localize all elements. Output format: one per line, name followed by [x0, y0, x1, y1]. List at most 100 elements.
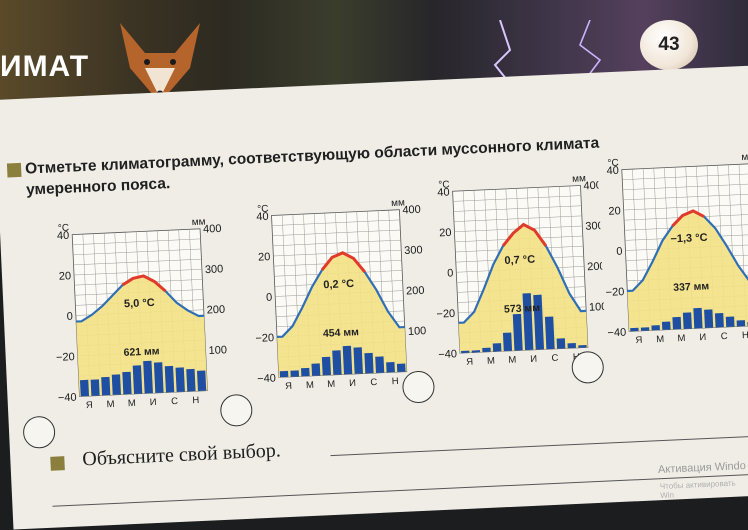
temperature-area [277, 252, 407, 378]
precip-bar [90, 379, 100, 396]
precip-bar [290, 370, 300, 377]
grid-line-h [73, 258, 202, 266]
grid-line-h [74, 268, 202, 276]
precip-tick-label: 200 [406, 285, 425, 298]
precip-tick-label: 100 [208, 344, 227, 357]
explain-bullet [50, 456, 65, 471]
temp-unit-label: °C [257, 204, 269, 215]
precip-bar [682, 312, 692, 329]
answer-radio-2[interactable] [219, 393, 254, 428]
precip-bar [132, 365, 143, 394]
answer-line-1[interactable] [330, 435, 748, 457]
temperature-area [76, 275, 208, 397]
precip-bar [300, 367, 310, 377]
temperature-area [458, 224, 588, 354]
month-label: С [171, 396, 178, 407]
precip-tick-label: 100 [589, 301, 607, 314]
precip-bar [279, 370, 289, 378]
precip-bar [79, 379, 90, 397]
precip-bar [111, 374, 121, 395]
temp-tick-label: −40 [257, 373, 276, 386]
temp-unit-label: °C [607, 158, 619, 169]
month-label: М [677, 333, 685, 344]
precip-bar [396, 363, 406, 372]
climatogram-3: 40 20 0 −20 −40 400 300 200 100 °C мм 0,7 °C 573 мм Я… [428, 165, 607, 378]
temp-tick-label: 0 [616, 246, 623, 258]
month-label: С [720, 331, 727, 342]
answer-line-2[interactable] [52, 473, 748, 507]
precip-bar [311, 363, 321, 376]
precip-bar [332, 350, 342, 375]
month-label: С [551, 353, 558, 364]
precip-bar [153, 362, 164, 393]
precip-bar [461, 350, 470, 354]
month-label: М [508, 355, 516, 366]
month-label: Я [285, 381, 292, 392]
climatogram-1: 40 20 0 −20 −40 400 300 200 100 °C мм 5,0 °C 621 мм Я… [47, 208, 237, 431]
precip-tick-label: 200 [206, 304, 225, 317]
mean-temperature-label: −1,3 °C [670, 232, 708, 246]
precip-bar [122, 371, 132, 395]
section-title: ИМАТ [0, 50, 90, 83]
grid-line-h [453, 215, 582, 222]
grid-line-h [73, 248, 201, 256]
workbook-page: Отметьте климатограмму, соответствующую … [0, 64, 748, 530]
temp-tick-label: 0 [447, 267, 454, 279]
precip-bar [714, 312, 724, 328]
temp-tick-label: 40 [437, 186, 450, 199]
precip-bar [482, 347, 491, 353]
temp-tick-label: 0 [67, 311, 74, 323]
temp-tick-label: 20 [258, 251, 271, 264]
grid-line-h [453, 205, 582, 212]
annual-precip-label: 454 мм [323, 326, 360, 340]
temperature-curve-warm [671, 209, 705, 228]
grid-line-h [623, 203, 748, 211]
temp-tick-label: 40 [57, 230, 70, 243]
month-label: М [128, 398, 136, 409]
temp-tick-label: 40 [606, 165, 619, 178]
precip-bar [471, 350, 481, 353]
temp-tick-label: −20 [56, 351, 75, 364]
temperature-curve-warm [121, 274, 167, 293]
month-label: С [370, 377, 377, 388]
month-label: Н [742, 330, 748, 341]
temp-tick-label: −40 [438, 348, 457, 361]
precip-bar [353, 347, 363, 374]
grid-line-h [271, 219, 400, 226]
precip-bar [375, 356, 385, 373]
page-number-badge: 43 [640, 20, 698, 70]
precip-tick-label: 300 [585, 220, 604, 233]
temp-tick-label: −20 [436, 308, 455, 321]
precip-tick-label: 400 [402, 204, 421, 217]
precip-bar [630, 327, 639, 332]
answer-radio-1[interactable] [22, 415, 56, 450]
precip-bar [693, 307, 703, 329]
answer-radio-4[interactable] [571, 350, 605, 385]
temp-unit-label: °C [58, 223, 70, 234]
month-label: Н [392, 376, 399, 387]
grid-line-h [623, 193, 748, 201]
precip-bar [186, 368, 196, 392]
month-label: Я [635, 335, 642, 346]
precip-bar [556, 338, 566, 349]
precip-bar [492, 343, 502, 352]
month-label: М [487, 356, 495, 367]
grid-line-h [273, 249, 402, 257]
precip-bar [522, 293, 534, 351]
annual-precip-label: 621 мм [123, 345, 160, 359]
precip-bar [661, 321, 671, 330]
month-label: М [106, 399, 114, 410]
grid-line-h [272, 229, 401, 237]
temperature-curve-warm [320, 251, 367, 274]
grid-line-h [453, 195, 581, 202]
grid-line-h [622, 183, 748, 191]
precip-bar [364, 352, 374, 374]
answer-radio-3[interactable] [401, 370, 436, 404]
precip-bar [502, 332, 513, 352]
month-label: И [349, 378, 356, 389]
precip-bar [386, 361, 395, 373]
precip-tick-label: 400 [583, 180, 602, 193]
precip-bar [197, 370, 207, 392]
precip-unit-label: мм [741, 152, 748, 164]
precip-bar [342, 345, 353, 375]
